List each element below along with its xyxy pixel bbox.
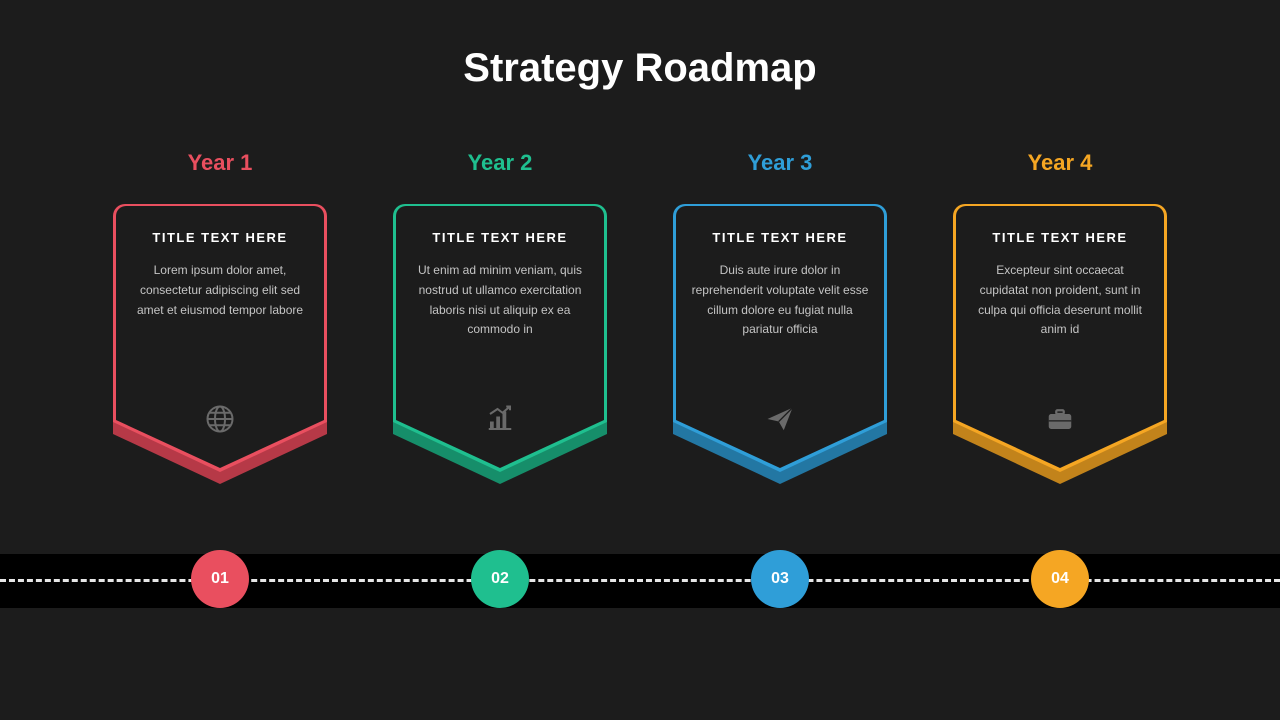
card-title: TITLE TEXT HERE: [411, 230, 589, 245]
badge-content: TITLE TEXT HERE Ut enim ad minim veniam,…: [393, 204, 607, 340]
roadmap-columns: Year 1 TITLE TEXT HERE Lorem ipsum dolor…: [0, 150, 1280, 484]
roadmap-column: Year 2 TITLE TEXT HERE Ut enim ad minim …: [385, 150, 615, 484]
badge: TITLE TEXT HERE Excepteur sint occaecat …: [953, 204, 1167, 484]
roadmap-column: Year 3 TITLE TEXT HERE Duis aute irure d…: [665, 150, 895, 484]
page-title: Strategy Roadmap: [0, 46, 1280, 91]
step-number-circle: 02: [471, 550, 529, 608]
card-body: Ut enim ad minim veniam, quis nostrud ut…: [411, 261, 589, 340]
year-label: Year 2: [468, 150, 533, 176]
year-label: Year 4: [1028, 150, 1093, 176]
badge: TITLE TEXT HERE Duis aute irure dolor in…: [673, 204, 887, 484]
step-number: 04: [1051, 570, 1069, 588]
badge-content: TITLE TEXT HERE Excepteur sint occaecat …: [953, 204, 1167, 340]
step-number-circle: 01: [191, 550, 249, 608]
year-label: Year 3: [748, 150, 813, 176]
card-title: TITLE TEXT HERE: [131, 230, 309, 245]
roadmap-column: Year 4 TITLE TEXT HERE Excepteur sint oc…: [945, 150, 1175, 484]
card-title: TITLE TEXT HERE: [971, 230, 1149, 245]
card-body: Excepteur sint occaecat cupidatat non pr…: [971, 261, 1149, 340]
step-number: 03: [771, 570, 789, 588]
badge: TITLE TEXT HERE Ut enim ad minim veniam,…: [393, 204, 607, 484]
step-number-circle: 03: [751, 550, 809, 608]
paper-plane-icon: [673, 404, 887, 434]
chart-icon: [393, 404, 607, 434]
step-number: 01: [211, 570, 229, 588]
year-label: Year 1: [188, 150, 253, 176]
step-number: 02: [491, 570, 509, 588]
roadmap-column: Year 1 TITLE TEXT HERE Lorem ipsum dolor…: [105, 150, 335, 484]
card-body: Lorem ipsum dolor amet, consectetur adip…: [131, 261, 309, 320]
globe-icon: [113, 404, 327, 434]
card-body: Duis aute irure dolor in reprehenderit v…: [691, 261, 869, 340]
badge-content: TITLE TEXT HERE Duis aute irure dolor in…: [673, 204, 887, 340]
step-number-circle: 04: [1031, 550, 1089, 608]
card-title: TITLE TEXT HERE: [691, 230, 869, 245]
badge: TITLE TEXT HERE Lorem ipsum dolor amet, …: [113, 204, 327, 484]
badge-content: TITLE TEXT HERE Lorem ipsum dolor amet, …: [113, 204, 327, 320]
briefcase-icon: [953, 404, 1167, 434]
